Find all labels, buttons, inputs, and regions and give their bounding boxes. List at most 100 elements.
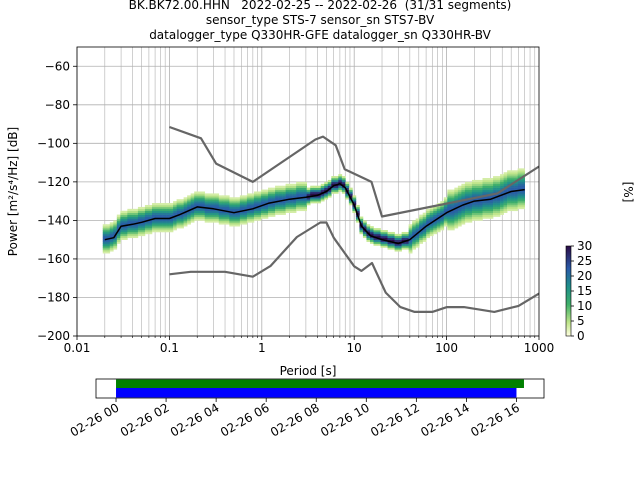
ppsd-cell <box>239 220 244 223</box>
ppsd-cell <box>380 241 385 244</box>
ppsd-cell <box>461 208 466 212</box>
ppsd-cell <box>194 201 198 204</box>
ppsd-cell <box>109 228 114 231</box>
ppsd-cell <box>503 197 508 200</box>
ppsd-cell <box>457 212 462 215</box>
ppsd-cell <box>345 181 350 185</box>
ppsd-cell <box>352 208 357 212</box>
ppsd-cell <box>429 220 434 223</box>
ppsd-cell <box>215 197 220 200</box>
ppsd-cell <box>514 197 518 200</box>
ppsd-cell <box>369 241 374 244</box>
colorbar-tick-label: 25 <box>577 254 592 268</box>
ppsd-cell <box>141 218 146 221</box>
ppsd-cell <box>359 216 364 219</box>
ppsd-cell <box>433 222 438 225</box>
ppsd-cell <box>229 214 234 217</box>
ppsd-cell <box>201 216 206 219</box>
ppsd-cell <box>380 245 385 248</box>
ppsd-cell <box>412 224 416 227</box>
ppsd-cell <box>426 233 431 237</box>
ppsd-cell <box>493 204 497 208</box>
ppsd-cell <box>380 243 385 246</box>
ppsd-cell <box>197 195 202 198</box>
ppsd-cell <box>401 241 406 244</box>
ppsd-cell <box>391 245 395 248</box>
ppsd-cell <box>489 181 494 185</box>
ppsd-cell <box>285 208 290 212</box>
ppsd-cell <box>471 210 476 213</box>
ppsd-cell <box>296 183 300 187</box>
ppsd-cell <box>468 181 473 185</box>
ppsd-cell <box>169 214 174 217</box>
ppsd-cell <box>359 218 364 221</box>
ppsd-cell <box>450 214 455 217</box>
ppsd-cell <box>464 210 469 213</box>
ppsd-cell <box>130 235 135 239</box>
ppsd-cell <box>471 195 476 198</box>
ppsd-cell <box>250 193 255 196</box>
ppsd-cell <box>204 193 209 196</box>
x-tick-label: 0.1 <box>160 341 179 355</box>
ppsd-cell <box>130 224 135 227</box>
ppsd-cell <box>517 187 522 190</box>
ppsd-cell <box>190 220 195 223</box>
ppsd-cell <box>155 203 160 206</box>
ppsd-cell <box>507 179 511 183</box>
ppsd-cell <box>517 191 522 194</box>
ppsd-cell <box>408 249 413 252</box>
ppsd-cell <box>162 203 167 206</box>
ppsd-cell <box>173 208 177 212</box>
ppsd-cell <box>422 218 427 221</box>
ppsd-cell <box>464 195 469 198</box>
ppsd-cell <box>426 230 431 233</box>
ppsd-cell <box>211 220 216 223</box>
ppsd-cell <box>137 218 142 221</box>
ppsd-cell <box>127 218 132 221</box>
ppsd-cell <box>331 178 336 181</box>
ppsd-cell <box>271 210 276 213</box>
ppsd-cell <box>478 189 483 192</box>
ppsd-cell <box>173 216 177 219</box>
ppsd-cell <box>137 231 142 235</box>
ppsd-cell <box>475 204 480 208</box>
ppsd-cell <box>412 230 416 233</box>
ppsd-cell <box>116 239 121 242</box>
ppsd-cell <box>440 212 445 215</box>
ppsd-cell <box>457 208 462 212</box>
ppsd-cell <box>391 243 395 246</box>
ppsd-cell <box>211 195 216 198</box>
ppsd-cell <box>246 197 251 200</box>
ppsd-cell <box>109 224 114 227</box>
ppsd-cell <box>127 228 132 231</box>
ppsd-cell <box>204 212 209 215</box>
ppsd-cell <box>405 243 409 246</box>
ppsd-cell <box>359 230 364 233</box>
ppsd-cell <box>102 241 107 244</box>
ppsd-cell <box>292 195 297 198</box>
ppsd-cell <box>401 235 406 239</box>
ppsd-cell <box>201 218 206 221</box>
ppsd-cell <box>148 212 153 215</box>
ppsd-cell <box>454 193 459 196</box>
ppsd-cell <box>116 218 121 221</box>
ppsd-cell <box>201 212 206 215</box>
ppsd-cell <box>141 222 146 225</box>
ppsd-cell <box>155 222 160 225</box>
ppsd-cell <box>486 189 490 192</box>
ppsd-cell <box>482 203 487 206</box>
ppsd-cell <box>159 203 163 206</box>
ppsd-cell <box>450 220 455 223</box>
ppsd-cell <box>341 176 346 179</box>
ppsd-cell <box>225 214 230 217</box>
ppsd-cell <box>426 228 431 231</box>
ppsd-cell <box>408 233 413 237</box>
ppsd-cell <box>429 216 434 219</box>
ppsd-cell <box>433 220 438 223</box>
ppsd-cell <box>106 230 111 233</box>
ppsd-cell <box>324 185 329 188</box>
ppsd-cell <box>208 218 213 221</box>
ppsd-cell <box>412 220 416 223</box>
ppsd-cell <box>190 206 195 210</box>
ppsd-cell <box>211 210 216 213</box>
